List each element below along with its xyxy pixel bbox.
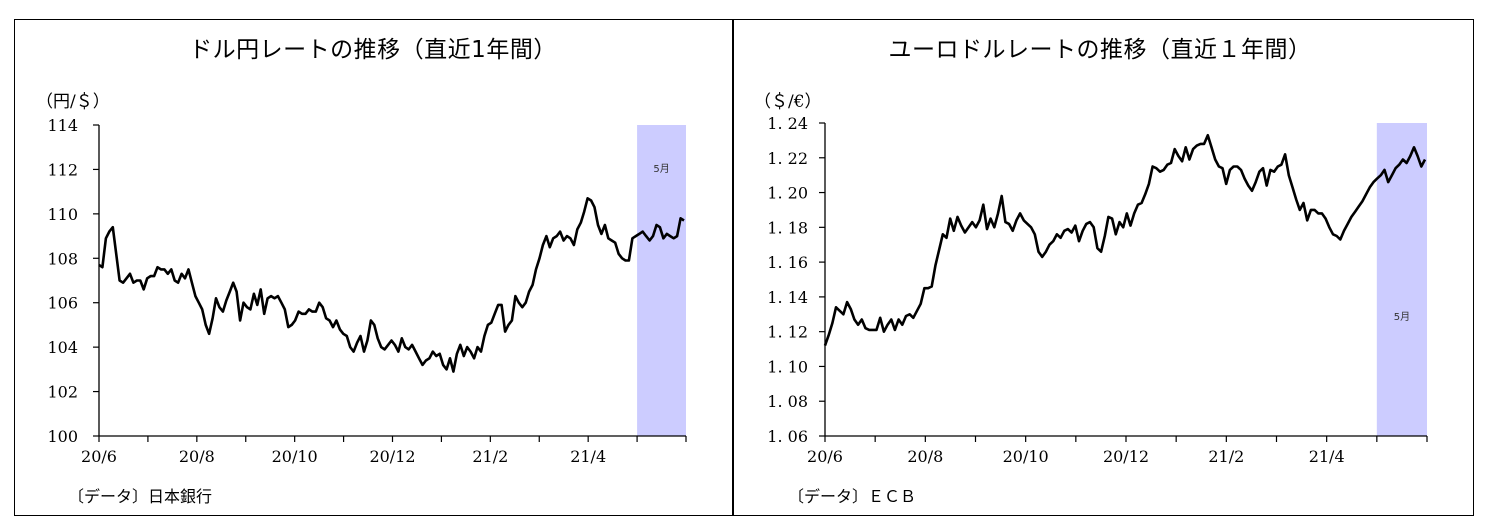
y-tick-label: 1. 16 xyxy=(767,253,808,272)
y-tick-label: 1. 12 xyxy=(767,323,808,342)
y-tick-label: 1. 20 xyxy=(767,184,808,203)
data-source-label: 〔データ〕ＥＣＢ xyxy=(788,487,917,506)
may-highlight-band xyxy=(637,125,686,436)
x-tick-label: 20/6 xyxy=(81,447,117,466)
eur-usd-line xyxy=(823,133,1427,347)
y-tick-label: 1. 22 xyxy=(767,149,808,168)
y-tick-label: 1. 06 xyxy=(767,427,808,446)
panel-divider xyxy=(732,19,734,516)
x-tick-label: 20/12 xyxy=(1103,447,1149,466)
eur-usd-chart: 5月 1. 06 1. 08 1. 10 1. 12 1. 14 1. 16 1. 18 1. … xyxy=(767,114,1428,466)
x-tick-label: 21/2 xyxy=(1208,447,1244,466)
y-tick-label: 100 xyxy=(47,427,78,446)
y-tick-label: 112 xyxy=(47,160,78,179)
x-tick-label: 20/10 xyxy=(272,447,318,466)
x-tick-label: 20/12 xyxy=(369,447,415,466)
y-tick-label: 1. 24 xyxy=(767,114,808,133)
highlight-label: 5月 xyxy=(1394,311,1410,323)
x-tick-label: 21/2 xyxy=(472,447,508,466)
y-axis-unit-label: （＄/€） xyxy=(754,92,822,112)
y-tick-label: 104 xyxy=(47,338,78,357)
chart-title: ドル円レートの推移（直近1年間） xyxy=(189,37,557,63)
y-tick-label: 1. 08 xyxy=(767,392,808,411)
y-tick-label: 1. 14 xyxy=(767,288,808,307)
usd-jpy-chart: 5月 100 102 104 106 108 110 112 114 20/6 20/8 20/10 2… xyxy=(47,116,687,466)
y-axis-unit-label: （円/＄） xyxy=(36,92,110,112)
y-tick-label: 102 xyxy=(47,383,78,402)
data-source-label: 〔データ〕日本銀行 xyxy=(68,487,213,506)
x-tick-label: 21/4 xyxy=(1309,447,1345,466)
figure-frame xyxy=(14,19,1474,516)
y-tick-label: 1. 10 xyxy=(767,357,808,376)
usd-jpy-line xyxy=(98,197,685,373)
y-tick-label: 110 xyxy=(47,205,78,224)
y-tick-label: 114 xyxy=(47,116,78,135)
y-tick-label: 108 xyxy=(47,249,78,268)
chart-title: ユーロドルレートの推移（直近１年間） xyxy=(888,37,1312,63)
x-tick-label: 21/4 xyxy=(570,447,606,466)
y-tick-label: 1. 18 xyxy=(767,218,808,237)
x-tick-label: 20/8 xyxy=(907,447,943,466)
x-tick-label: 20/6 xyxy=(807,447,843,466)
x-tick-label: 20/10 xyxy=(1003,447,1049,466)
y-tick-label: 106 xyxy=(47,294,78,313)
x-tick-label: 20/8 xyxy=(179,447,215,466)
highlight-label: 5月 xyxy=(653,163,669,175)
